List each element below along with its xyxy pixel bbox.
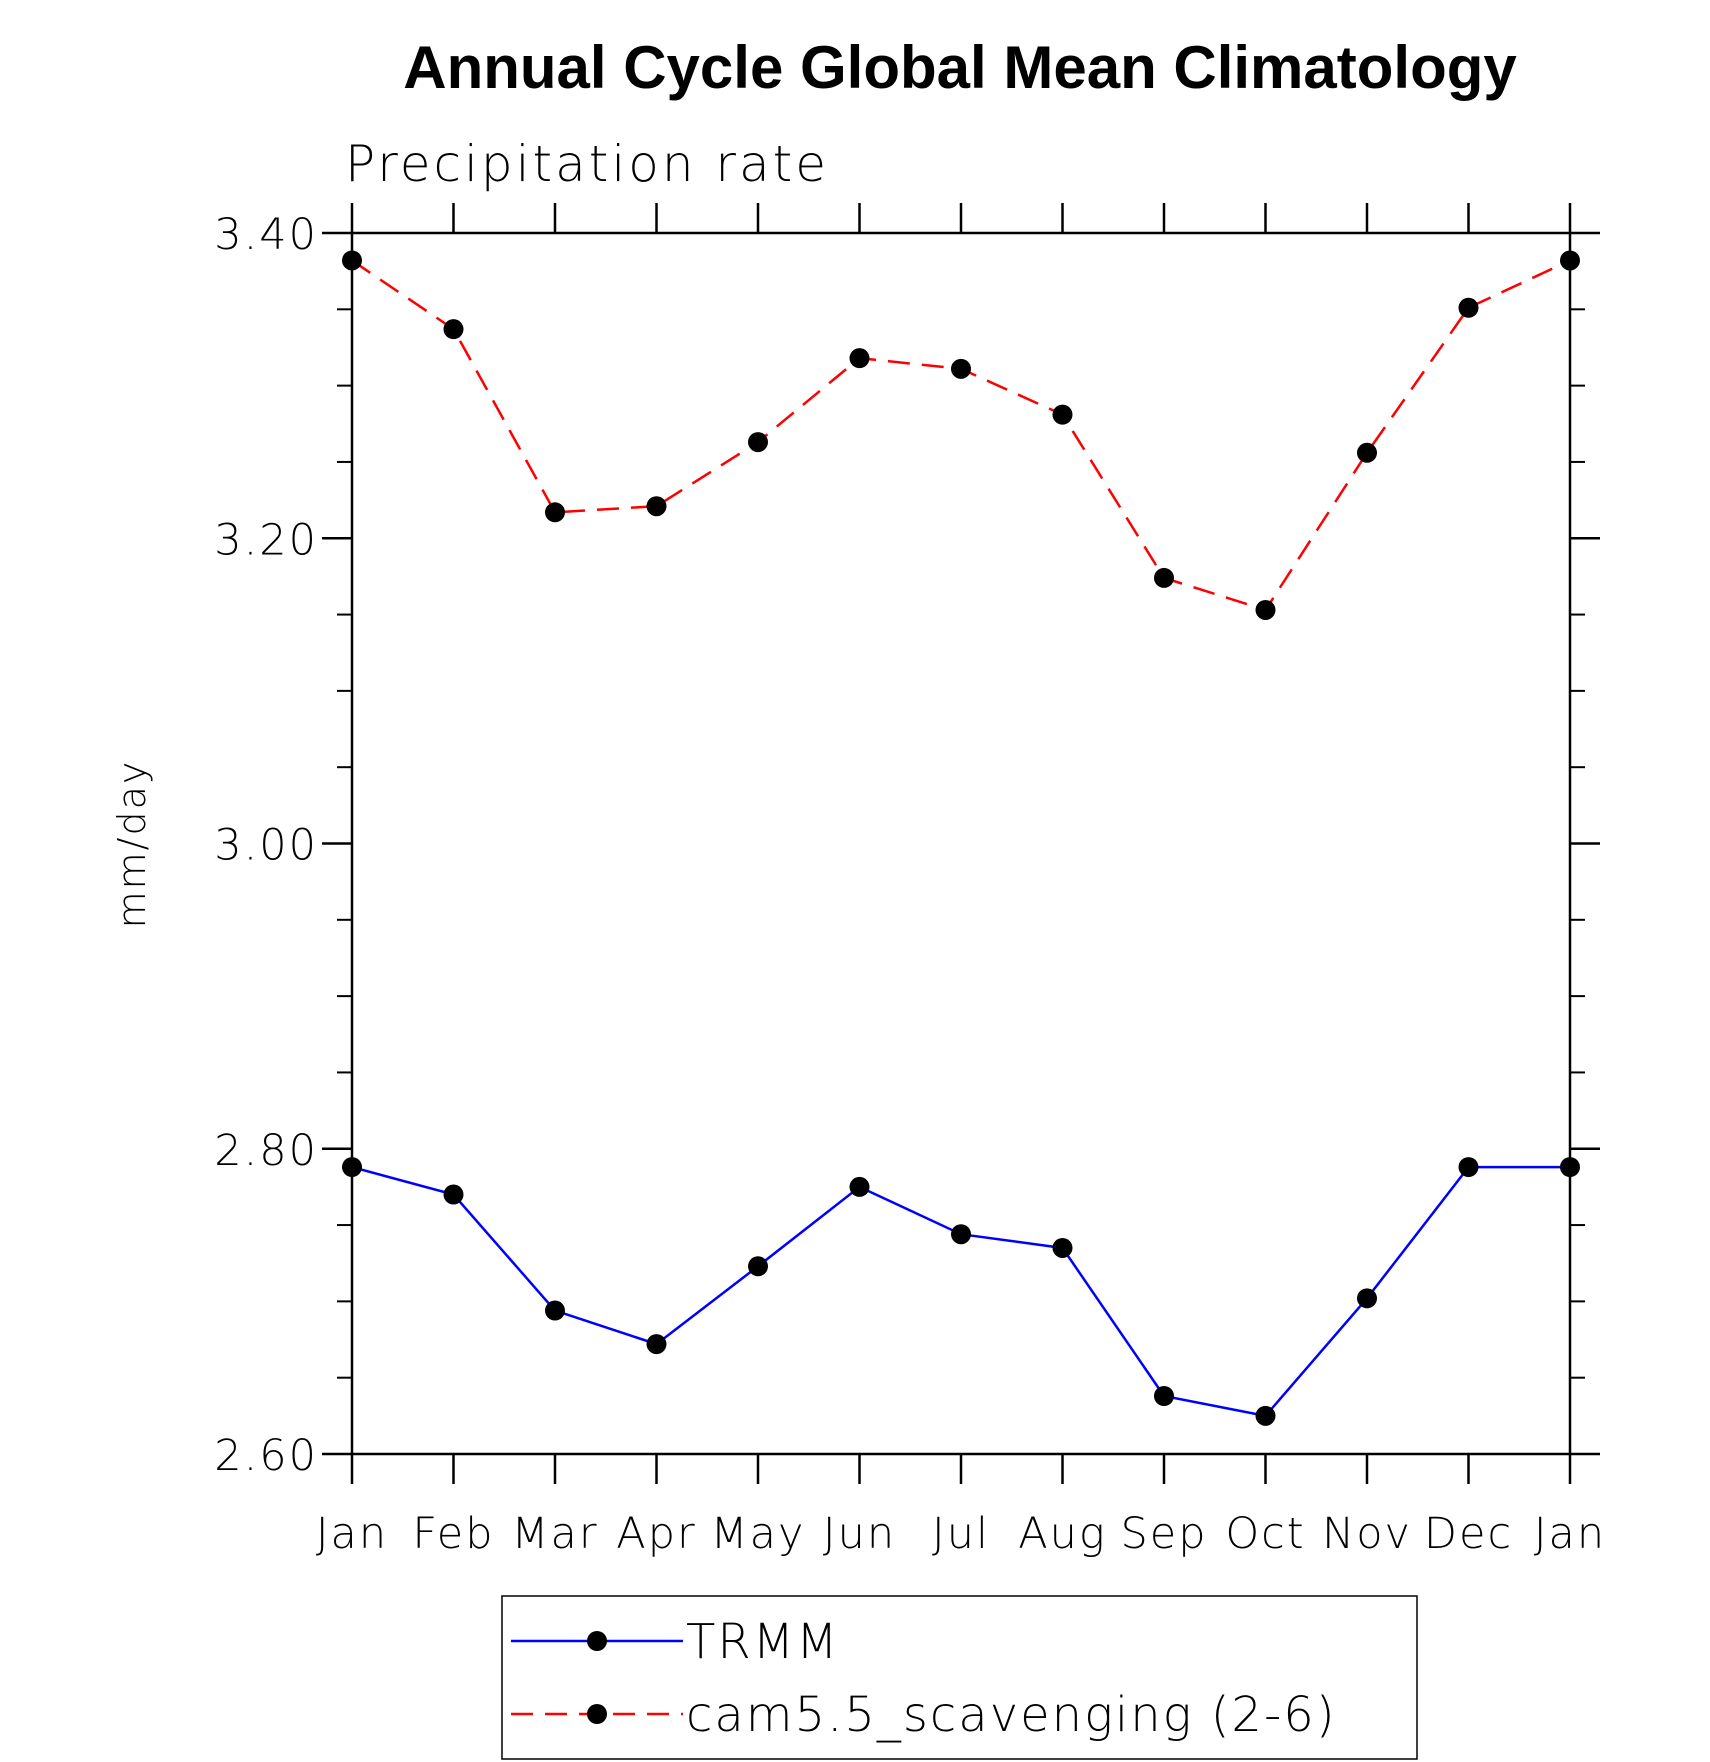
x-tick-label: Apr — [616, 1509, 696, 1559]
x-tick-label: Nov — [1322, 1509, 1412, 1559]
data-point-series-1 — [342, 250, 362, 271]
data-point-series-1 — [1458, 297, 1479, 318]
data-point-series-0 — [342, 1157, 362, 1178]
data-point-series-0 — [951, 1224, 971, 1245]
y-tick-label: 3.40 — [214, 210, 318, 260]
legend-box — [501, 1595, 1418, 1760]
data-point-series-0 — [1458, 1157, 1479, 1178]
x-tick-label: Jul — [932, 1509, 990, 1559]
data-point-series-1 — [646, 496, 667, 517]
legend-marker-cam — [587, 1704, 607, 1724]
y-axis-label: mm/day — [110, 760, 154, 929]
x-tick-label: Jan — [316, 1509, 388, 1559]
x-tick-label: Oct — [1225, 1509, 1305, 1559]
legend: TRMM cam5.5_scavenging (2-6) — [501, 1595, 1418, 1760]
legend-marker-trmm — [587, 1631, 607, 1651]
y-tick-label: 3.00 — [214, 821, 318, 871]
data-point-series-0 — [849, 1176, 870, 1197]
data-point-series-1 — [1255, 599, 1276, 620]
data-point-series-1 — [443, 319, 464, 340]
axis-ticks — [322, 203, 1600, 1484]
series-line-1 — [351, 259, 1571, 612]
data-point-series-0 — [646, 1334, 667, 1355]
data-point-series-0 — [1357, 1288, 1377, 1309]
x-tick-label: Feb — [412, 1509, 494, 1559]
data-point-series-0 — [443, 1184, 464, 1205]
data-point-series-0 — [1052, 1237, 1073, 1258]
y-tick-label: 2.60 — [214, 1431, 318, 1481]
data-point-series-1 — [1154, 567, 1174, 588]
data-series — [342, 250, 1580, 1426]
x-tick-label: Mar — [511, 1509, 598, 1559]
x-tick-label: May — [711, 1509, 806, 1559]
data-point-series-1 — [545, 502, 565, 523]
data-point-series-1 — [1357, 442, 1377, 463]
chart-title: Annual Cycle Global Mean Climatology — [403, 34, 1517, 101]
data-point-series-0 — [545, 1300, 565, 1321]
legend-label-cam: cam5.5_scavenging (2-6) — [686, 1687, 1337, 1743]
x-tick-label: Dec — [1424, 1509, 1513, 1559]
data-point-series-1 — [1052, 404, 1073, 425]
data-point-series-0 — [1560, 1157, 1580, 1178]
y-tick-label: 2.80 — [214, 1126, 318, 1176]
data-point-series-0 — [1255, 1405, 1276, 1426]
legend-label-trmm: TRMM — [686, 1614, 840, 1670]
data-point-series-0 — [1154, 1386, 1174, 1407]
x-tick-label: Sep — [1120, 1509, 1207, 1559]
chart-subtitle: Precipitation rate — [345, 135, 829, 193]
series-line-0 — [351, 1165, 1570, 1418]
data-point-series-1 — [849, 348, 870, 369]
x-tick-labels: Jan Feb Mar Apr May Jun Jul Aug Sep Oct Nov Dec Jan — [316, 1509, 1606, 1559]
x-tick-label: Jun — [823, 1509, 896, 1559]
data-point-series-1 — [1560, 250, 1580, 271]
data-point-series-1 — [951, 358, 971, 379]
data-point-series-0 — [748, 1256, 768, 1277]
data-point-series-1 — [748, 432, 768, 453]
x-tick-label: Aug — [1018, 1509, 1106, 1559]
x-tick-label: Jan — [1534, 1509, 1606, 1559]
y-tick-label: 3.20 — [214, 515, 318, 565]
y-tick-labels: 2.60 2.80 3.00 3.20 3.40 — [214, 210, 318, 1481]
